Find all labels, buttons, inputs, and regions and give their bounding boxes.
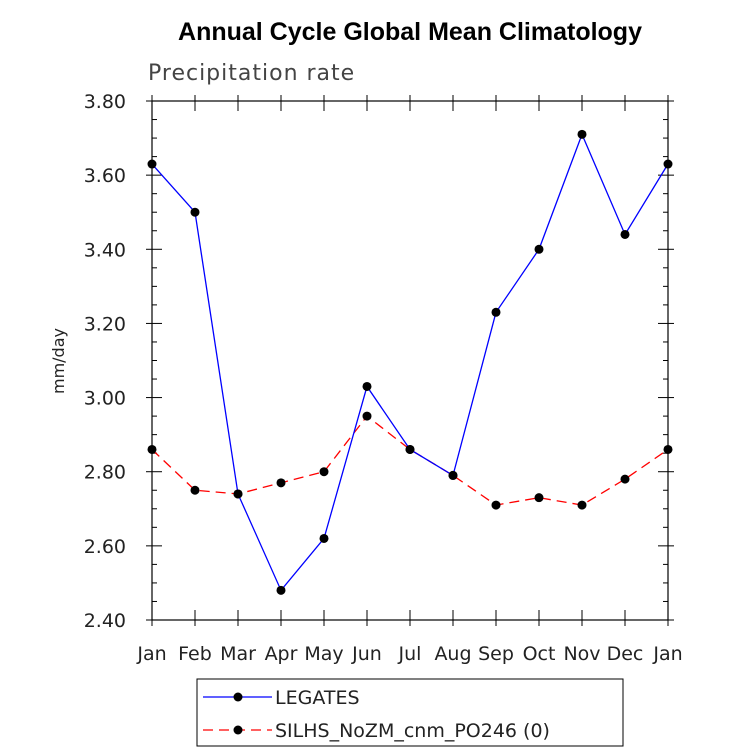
plot-frame [151, 100, 669, 621]
series-0-point [190, 207, 200, 217]
series-line-1 [151, 415, 669, 506]
series-1-point [362, 411, 372, 421]
series-0-point [577, 129, 587, 139]
legend-label-1: SILHS_NoZM_cnm_PO246 (0) [275, 720, 550, 742]
x-tick-label: Jan [136, 643, 166, 665]
y-tick-label: 2.80 [84, 462, 126, 484]
x-tick-label: Mar [220, 643, 256, 665]
series-0-point [276, 585, 286, 595]
x-tick-label: May [304, 643, 343, 665]
x-tick-label: Jun [351, 643, 382, 665]
series-0-point [405, 444, 415, 454]
y-tick-label: 3.00 [84, 388, 126, 410]
y-tick-labels: 2.40 2.60 2.80 3.00 3.20 3.40 3.60 3.80 [84, 91, 126, 632]
series-0-point [663, 159, 673, 169]
chart-title: Annual Cycle Global Mean Climatology [178, 18, 642, 46]
y-axis-label: mm/day [49, 328, 68, 394]
x-tick-label: Feb [178, 643, 212, 665]
series-1-point [620, 474, 630, 484]
series-1-point [534, 493, 544, 503]
series-1-point [190, 485, 200, 495]
series-0-point [147, 159, 157, 169]
series-1-point [276, 478, 286, 488]
y-tick-label: 2.60 [84, 536, 126, 558]
series-1-point [147, 444, 157, 454]
x-tick-label: Jan [652, 643, 682, 665]
legend-box [196, 678, 624, 747]
series-0-point [448, 470, 458, 480]
x-tick-label: Apr [265, 643, 298, 665]
x-tick-label: Aug [434, 643, 471, 665]
series-1-point [663, 444, 673, 454]
chart-subtitle: Precipitation rate [148, 61, 355, 86]
series-1-point [319, 467, 329, 477]
series-1-point [491, 500, 501, 510]
y-tick-label: 3.80 [84, 91, 126, 113]
series-0-point [620, 229, 630, 239]
series-0-point [534, 244, 544, 254]
legend-marker-0 [233, 692, 243, 702]
y-tick-label: 3.40 [84, 239, 126, 261]
x-tick-label: Nov [563, 643, 600, 665]
series-0-point [491, 307, 501, 317]
series-1-point [577, 500, 587, 510]
series-line-0 [151, 132, 669, 592]
x-tick-label: Sep [478, 643, 514, 665]
series-0-point [233, 489, 243, 499]
y-tick-label: 3.60 [84, 165, 126, 187]
legend-marker-1 [233, 725, 243, 735]
series-0-point [362, 381, 372, 391]
x-tick-label: Oct [523, 643, 556, 665]
axis-ticks [146, 95, 674, 626]
x-tick-labels: Jan Feb Mar Apr May Jun Jul Aug Sep Oct Nov Dec Jan [136, 643, 682, 665]
legend-label-0: LEGATES [275, 687, 360, 709]
series-layer [147, 129, 673, 595]
x-tick-label: Dec [607, 643, 644, 665]
y-tick-label: 2.40 [84, 610, 126, 632]
x-tick-label: Jul [398, 643, 422, 665]
y-tick-label: 3.20 [84, 313, 126, 335]
series-0-point [319, 533, 329, 543]
legend: LEGATES SILHS_NoZM_cnm_PO246 (0) [196, 678, 624, 747]
